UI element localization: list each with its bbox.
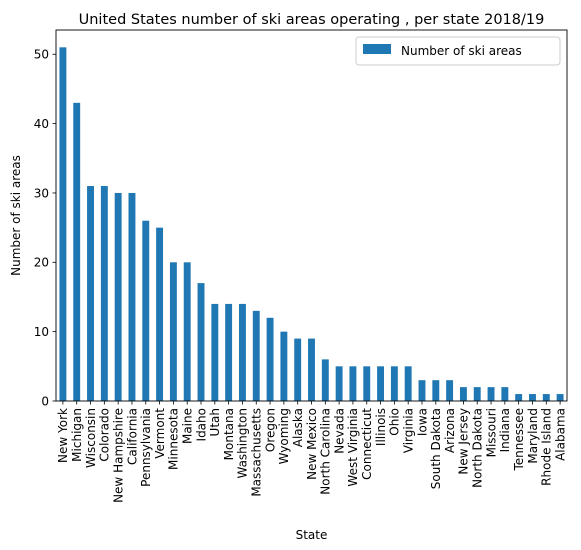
bar xyxy=(390,366,398,401)
x-tick-label: Rhode Island xyxy=(540,408,554,486)
bar xyxy=(542,394,550,401)
bar xyxy=(308,338,315,401)
bar xyxy=(459,387,467,401)
x-tick-label: Alabama xyxy=(553,408,567,461)
x-axis-ticks: New York Michigan Wisconsin Colorado New Ham… xyxy=(56,401,567,503)
x-tick-label: Montana xyxy=(222,408,236,460)
bar xyxy=(156,227,164,401)
x-tick-label: Minnesota xyxy=(167,408,181,470)
bar xyxy=(59,47,67,401)
x-tick-label: New Hampshire xyxy=(111,408,125,503)
bar xyxy=(183,262,191,401)
legend-box xyxy=(355,36,561,66)
x-tick-label: Wyoming xyxy=(277,408,291,464)
x-tick-label: South Dakota xyxy=(429,408,443,489)
chart-title: United States number of ski areas operat… xyxy=(79,12,545,28)
x-tick-label: North Dakota xyxy=(471,408,485,488)
x-tick-label: Virginia xyxy=(401,408,415,453)
bar xyxy=(349,366,357,401)
x-tick-label: Ohio xyxy=(388,408,402,436)
bar xyxy=(114,192,122,401)
x-tick-label: Iowa xyxy=(415,408,429,436)
bar xyxy=(335,366,343,401)
bars xyxy=(59,47,564,402)
bar xyxy=(197,283,205,401)
bar xyxy=(142,220,150,401)
legend-swatch xyxy=(363,44,391,54)
bar xyxy=(501,387,509,401)
bar xyxy=(294,338,302,401)
y-tick-label: 50 xyxy=(34,48,49,62)
plot-frame xyxy=(55,29,568,402)
x-axis-label: State xyxy=(296,528,328,542)
bar xyxy=(473,387,481,401)
x-tick-label: Wisconsin xyxy=(84,408,98,468)
x-tick-label: Illinois xyxy=(374,408,388,446)
bar xyxy=(515,394,523,401)
bar xyxy=(252,310,260,401)
bar xyxy=(432,380,440,401)
bar xyxy=(321,359,329,401)
x-tick-label: Arizona xyxy=(443,408,457,453)
bar xyxy=(87,186,94,401)
x-tick-label: North Carolina xyxy=(319,408,333,495)
x-tick-label: Oregon xyxy=(263,408,277,452)
x-tick-label: California xyxy=(125,408,139,465)
bar xyxy=(238,303,246,401)
bar xyxy=(418,380,426,401)
x-tick-label: Maryland xyxy=(526,408,540,464)
x-tick-label: Pennsylvania xyxy=(139,408,153,487)
x-tick-label: Maine xyxy=(181,408,195,444)
y-tick-label: 0 xyxy=(41,394,49,408)
legend-label: Number of ski areas xyxy=(401,44,522,58)
x-tick-label: Missouri xyxy=(484,408,498,457)
x-tick-label: Tennessee xyxy=(512,408,526,472)
x-tick-label: New Mexico xyxy=(305,408,319,480)
bar xyxy=(128,192,136,401)
bar xyxy=(100,186,108,401)
bar xyxy=(404,366,412,401)
x-tick-label: Idaho xyxy=(194,408,208,441)
x-tick-label: New Jersey xyxy=(457,408,471,475)
y-tick-label: 40 xyxy=(34,117,49,131)
x-tick-label: Michigan xyxy=(70,408,84,462)
x-tick-label: Utah xyxy=(208,408,222,436)
bar xyxy=(363,366,371,401)
legend: Number of ski areas xyxy=(355,36,561,66)
y-axis-label: Number of ski areas xyxy=(9,155,23,276)
y-axis-ticks: 0 10 20 30 40 50 xyxy=(34,48,56,408)
bar xyxy=(73,102,81,402)
bar xyxy=(529,394,536,401)
bar xyxy=(169,262,177,401)
x-tick-label: Connecticut xyxy=(360,408,374,480)
x-tick-label: Vermont xyxy=(153,408,167,459)
x-tick-label: New York xyxy=(56,408,70,463)
bar xyxy=(556,394,564,401)
x-tick-label: Massachusetts xyxy=(250,408,264,497)
bar xyxy=(377,366,385,401)
x-tick-label: Nevada xyxy=(332,408,346,454)
y-tick-label: 20 xyxy=(34,256,49,270)
bar xyxy=(211,303,219,401)
x-tick-label: West Virginia xyxy=(346,408,360,487)
bar xyxy=(266,317,274,401)
bar xyxy=(280,331,288,401)
bar xyxy=(446,380,454,401)
x-tick-label: Washington xyxy=(236,408,250,479)
bar xyxy=(225,303,233,401)
bar xyxy=(487,387,495,401)
y-tick-label: 10 xyxy=(34,325,49,339)
x-tick-label: Colorado xyxy=(98,408,112,462)
x-tick-label: Indiana xyxy=(498,408,512,452)
x-tick-label: Alaska xyxy=(291,408,305,447)
y-tick-label: 30 xyxy=(34,186,49,200)
